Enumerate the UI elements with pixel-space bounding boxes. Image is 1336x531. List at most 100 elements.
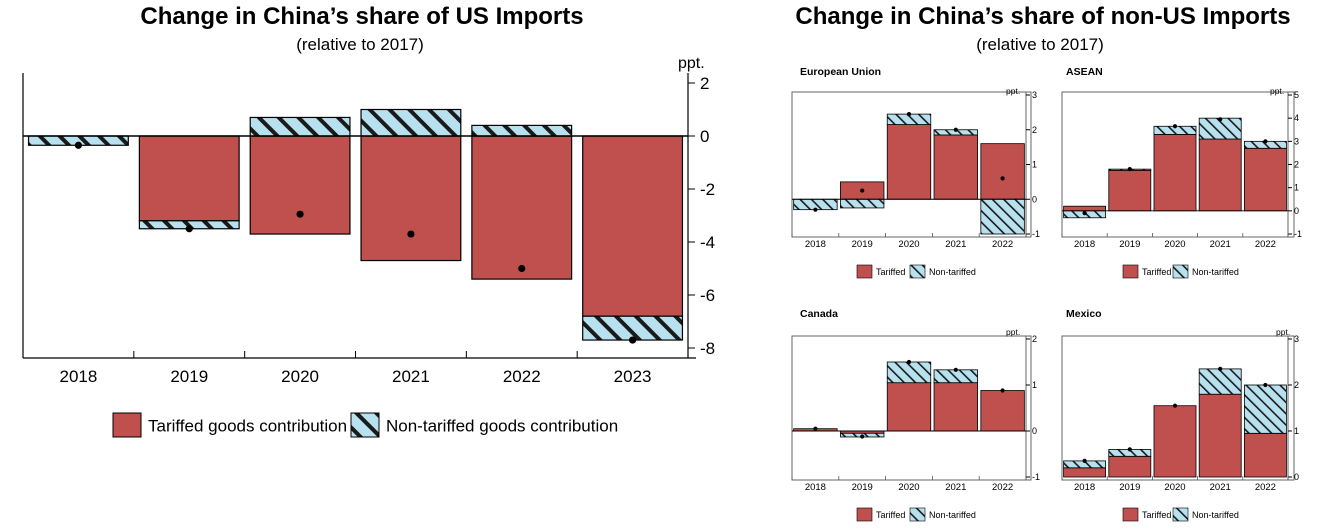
legend-swatch-tariffed xyxy=(112,412,142,438)
panel-title: Mexico xyxy=(1066,308,1102,320)
total-marker xyxy=(74,141,83,149)
total-marker xyxy=(953,367,958,372)
nontariffed-bar xyxy=(840,198,885,209)
legend-label-tariffed: Tariffed xyxy=(876,267,905,277)
total-marker xyxy=(813,207,818,212)
y-tick-label: 4 xyxy=(1294,113,1299,123)
asean-chart: ASEAN ppt. 5 4 3 2 1 0 -1 2018 2019 2020 2021 2022 Tar… xyxy=(1061,66,1302,279)
total-marker xyxy=(407,230,415,238)
x-tick-label: 2022 xyxy=(992,482,1013,493)
x-tick-label: 2020 xyxy=(1164,239,1185,250)
total-marker xyxy=(1218,117,1223,122)
tariffed-bar xyxy=(933,134,978,200)
legend-swatch-tariffed xyxy=(856,264,873,279)
y-tick-label: -2 xyxy=(700,180,715,199)
legend-label-tariffed: Tariffed xyxy=(876,510,905,520)
plot-frame xyxy=(1061,91,1295,238)
x-tick-label: 2019 xyxy=(852,482,873,493)
y-tick-label: -8 xyxy=(700,339,715,358)
y-tick-label: 0 xyxy=(700,127,709,146)
y-tick-label: 1 xyxy=(1294,183,1299,193)
x-tick-label: 2020 xyxy=(281,367,319,386)
y-tick-label: 2 xyxy=(1294,160,1299,170)
us-chart-title: Change in China’s share of US Imports xyxy=(140,3,583,30)
nontariffed-bar xyxy=(360,108,462,137)
y-tick-label: 1 xyxy=(1032,160,1037,170)
nonus-chart-title: Change in China’s share of non-US Import… xyxy=(795,3,1290,30)
canada-chart: Canada ppt. 2 1 0 -1 2018 2019 2020 2021 2022 Tarif… xyxy=(791,308,1040,522)
plot-frame xyxy=(1061,335,1295,481)
tariffed-bar xyxy=(249,135,351,235)
nontariffed-bar xyxy=(249,116,351,137)
total-marker xyxy=(296,210,304,218)
legend-swatch-nontariffed xyxy=(350,412,380,438)
tariffed-bar xyxy=(1243,147,1287,212)
x-tick-label: 2018 xyxy=(1074,239,1095,250)
tariffed-bar xyxy=(980,143,1025,200)
x-tick-label: 2021 xyxy=(945,482,966,493)
panel-title: ASEAN xyxy=(1066,66,1103,78)
total-marker xyxy=(1263,382,1268,388)
x-tick-label: 2021 xyxy=(1210,239,1231,250)
tariffed-bar xyxy=(471,135,573,280)
total-marker xyxy=(1263,139,1268,144)
x-tick-label: 2021 xyxy=(392,367,430,386)
y-tick-label: 3 xyxy=(1294,136,1299,146)
x-tick-label: 2021 xyxy=(945,239,966,250)
total-marker xyxy=(185,225,193,233)
total-marker xyxy=(628,336,637,344)
plot-frame xyxy=(791,91,1032,238)
tariffed-bar xyxy=(933,382,978,432)
legend-swatch-nontariffed xyxy=(909,507,926,522)
tariffed-bar xyxy=(886,382,932,432)
tariffed-bar xyxy=(1063,467,1107,478)
y-tick-label: 1 xyxy=(1032,380,1037,390)
tariffed-bar xyxy=(1108,169,1152,212)
total-marker xyxy=(860,188,865,193)
y-tick-label: -1 xyxy=(1294,229,1302,239)
y-tick-label: 3 xyxy=(1032,90,1037,100)
x-tick-label: 2019 xyxy=(1119,239,1140,250)
total-marker xyxy=(1218,366,1223,371)
nontariffed-bar xyxy=(886,361,932,384)
legend-label-nontariffed: Non-tariffed xyxy=(1192,510,1239,520)
tariffed-bar xyxy=(1108,455,1152,478)
x-tick-label: 2018 xyxy=(805,239,826,250)
x-tick-label: 2018 xyxy=(60,367,98,386)
tariffed-bar xyxy=(1153,405,1197,478)
y-tick-label: 0 xyxy=(1032,426,1037,436)
y-tick-label: 1 xyxy=(1294,426,1299,436)
legend-swatch-nontariffed xyxy=(909,264,926,279)
y-tick-label: 3 xyxy=(1294,334,1299,344)
nontariffed-bar xyxy=(980,198,1025,235)
y-tick-label: -6 xyxy=(700,286,715,305)
total-marker xyxy=(1172,403,1178,408)
y-tick-label: 2 xyxy=(1032,125,1037,135)
y-tick-label: 2 xyxy=(1032,334,1037,344)
x-tick-label: 2020 xyxy=(1164,482,1185,493)
y-tick-label: 0 xyxy=(1032,194,1037,204)
legend-swatch-tariffed xyxy=(856,507,873,522)
total-marker xyxy=(1000,176,1005,181)
tariffed-bar xyxy=(1063,205,1107,212)
legend-label-tariffed: Tariffed goods contribution xyxy=(148,417,347,436)
legend-swatch-nontariffed xyxy=(1172,264,1189,279)
x-tick-label: 2022 xyxy=(1255,482,1276,493)
x-tick-label: 2019 xyxy=(1119,482,1140,493)
total-marker xyxy=(518,264,526,273)
tariffed-bar xyxy=(980,390,1025,432)
x-tick-label: 2021 xyxy=(1210,482,1231,493)
legend-label-nontariffed: Non-tariffed xyxy=(929,267,976,277)
y-tick-label: 2 xyxy=(1294,380,1299,390)
x-tick-label: 2023 xyxy=(614,367,652,386)
legend-swatch-nontariffed xyxy=(1172,507,1189,522)
total-marker xyxy=(906,112,912,117)
panel-title: Canada xyxy=(800,308,838,320)
legend-swatch-tariffed xyxy=(1122,264,1139,279)
x-tick-label: 2020 xyxy=(898,482,919,493)
x-tick-label: 2018 xyxy=(805,482,826,493)
nontariffed-bar xyxy=(1198,368,1242,395)
x-tick-label: 2019 xyxy=(170,367,208,386)
tariffed-bar xyxy=(138,135,240,222)
